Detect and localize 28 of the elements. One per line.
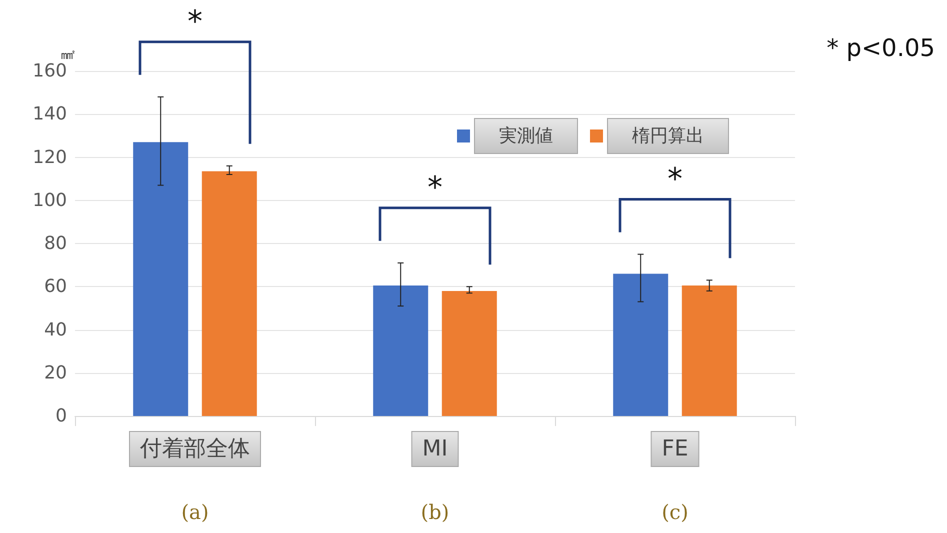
- legend-label: 楕円算出: [632, 126, 704, 146]
- text: * p<0.05: [826, 34, 936, 62]
- y-tick-label: 100: [32, 190, 67, 211]
- y-tick-label: 40: [44, 319, 67, 340]
- bar: [133, 142, 188, 416]
- y-tick-label: 80: [44, 233, 67, 254]
- y-tick-label: 160: [32, 60, 67, 82]
- annotation: *: [668, 162, 682, 197]
- y-tick-label: 0: [56, 406, 67, 426]
- annotation: *: [428, 170, 442, 206]
- y-tick-label: 60: [44, 276, 67, 298]
- bar: [682, 286, 737, 416]
- text: (a): [181, 500, 209, 524]
- x-tick-label: FE: [662, 436, 688, 462]
- bar: [442, 290, 497, 416]
- y-axis-title: ㎟: [61, 47, 75, 64]
- text: (c): [662, 500, 688, 524]
- x-tick-label: MI: [422, 436, 448, 462]
- text: *: [188, 4, 202, 40]
- bar: [613, 274, 668, 416]
- y-tick-label: 120: [32, 146, 67, 168]
- text: (b): [420, 500, 450, 524]
- bar: [373, 286, 428, 416]
- y-tick-label: 140: [32, 104, 67, 125]
- legend-label: 実測値: [499, 126, 553, 146]
- x-tick-label: 付着部全体: [139, 436, 250, 462]
- bar: [202, 171, 257, 416]
- y-tick-label: 20: [44, 362, 67, 384]
